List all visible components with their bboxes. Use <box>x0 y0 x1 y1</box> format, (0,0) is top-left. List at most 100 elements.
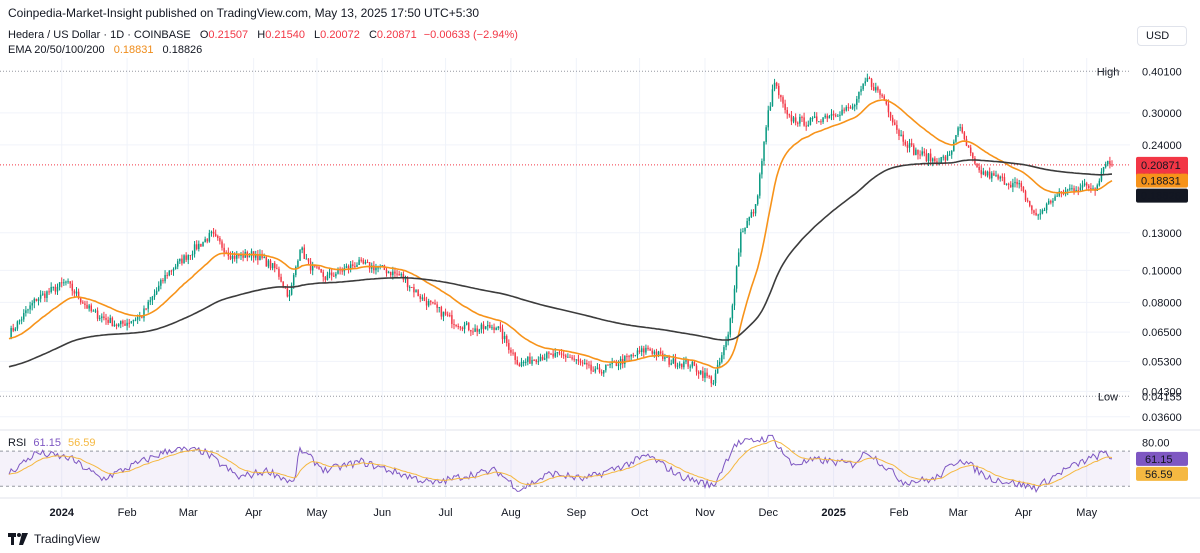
price-axis[interactable]: 0.30000 0.24000 0.13000 0.10000 0.08000 0.065… <box>1097 66 1188 424</box>
price-tick-label: 0.06500 <box>1142 327 1182 339</box>
price-tick-label: 0.08000 <box>1142 297 1182 309</box>
candle <box>236 250 238 264</box>
candle <box>632 352 635 358</box>
candle <box>402 271 405 283</box>
candle <box>328 268 331 279</box>
time-tick-label: Nov <box>695 507 715 519</box>
candle <box>25 306 27 317</box>
candle <box>478 328 481 335</box>
candle <box>71 280 74 296</box>
candle <box>858 91 860 103</box>
candle <box>482 321 485 334</box>
candle <box>520 357 523 368</box>
candle <box>50 282 52 294</box>
candle <box>558 350 561 356</box>
high-label: High <box>1097 66 1120 78</box>
candle <box>1104 161 1107 169</box>
candle <box>959 123 961 132</box>
currency-button[interactable]: USD <box>1137 26 1187 46</box>
candle <box>1054 194 1056 201</box>
candle <box>1001 173 1004 182</box>
candle <box>712 379 715 386</box>
svg-text:61.15: 61.15 <box>1145 454 1173 466</box>
candle <box>309 258 312 274</box>
candle <box>1064 187 1067 197</box>
candle <box>535 358 537 365</box>
candle <box>333 272 335 277</box>
candle <box>29 301 31 314</box>
candle <box>552 349 554 359</box>
candle <box>942 154 945 161</box>
rsi-level-label: 80.00 <box>1142 437 1170 449</box>
candle <box>640 345 643 357</box>
candle <box>1090 183 1092 193</box>
candle <box>636 347 639 359</box>
candle <box>961 124 964 134</box>
candle <box>786 107 788 119</box>
open-value: 0.21507 <box>208 29 249 41</box>
candle <box>516 356 519 366</box>
candle <box>271 263 274 271</box>
symbol-name[interactable]: Hedera / US Dollar · 1D · COINBASE <box>8 29 191 41</box>
candle <box>219 236 221 245</box>
candle <box>672 354 675 365</box>
candle <box>581 359 584 367</box>
candle <box>356 262 358 268</box>
open-label: O <box>199 29 209 41</box>
rsi-label[interactable]: RSI <box>8 437 27 449</box>
candle <box>341 267 343 275</box>
candle <box>588 361 590 369</box>
candle <box>453 319 455 330</box>
candle <box>499 321 502 332</box>
candle <box>584 358 586 365</box>
candle <box>105 313 107 325</box>
candle <box>818 121 820 123</box>
candle <box>674 353 677 369</box>
candle <box>586 359 588 370</box>
candle <box>427 298 430 308</box>
candle <box>434 299 436 305</box>
candle <box>670 359 672 366</box>
high-label: H <box>257 29 266 41</box>
candle <box>514 351 516 365</box>
candle <box>1020 180 1023 192</box>
candle <box>1075 186 1077 192</box>
candle <box>305 253 308 260</box>
candle <box>815 112 818 124</box>
time-axis[interactable]: 2024 Feb Mar Apr May Jun Jul Aug Sep Oct Nov Dec 202… <box>49 507 1097 519</box>
candle <box>1035 208 1037 217</box>
ema-label[interactable]: EMA 20/50/100/200 <box>8 44 105 56</box>
candle <box>904 139 907 147</box>
price-tick-label: 0.30000 <box>1142 108 1182 120</box>
candle <box>400 272 403 278</box>
candle <box>982 167 985 176</box>
candle <box>761 158 763 179</box>
price-tick-label: 0.04300 <box>1142 386 1182 398</box>
candle <box>408 285 411 292</box>
candle <box>187 254 190 265</box>
candle <box>714 369 717 387</box>
candle <box>278 266 280 280</box>
candle <box>1109 156 1111 169</box>
candle <box>484 326 487 330</box>
candle <box>172 267 175 276</box>
time-tick-label: 2025 <box>821 507 845 519</box>
candle <box>257 249 259 265</box>
candle <box>896 120 898 134</box>
time-tick-label: Oct <box>631 507 648 519</box>
candle <box>647 345 649 351</box>
candle <box>200 243 202 248</box>
candle <box>46 290 48 303</box>
candle <box>210 230 213 237</box>
candle <box>1033 209 1035 216</box>
candle <box>940 156 942 163</box>
tradingview-brand: TradingView <box>34 532 101 546</box>
candle <box>872 82 875 91</box>
candle <box>92 309 95 312</box>
candle <box>65 280 67 286</box>
candle <box>602 370 605 377</box>
rsi-value: 61.15 <box>33 437 61 449</box>
candle <box>1045 202 1048 214</box>
candle <box>1047 198 1050 205</box>
